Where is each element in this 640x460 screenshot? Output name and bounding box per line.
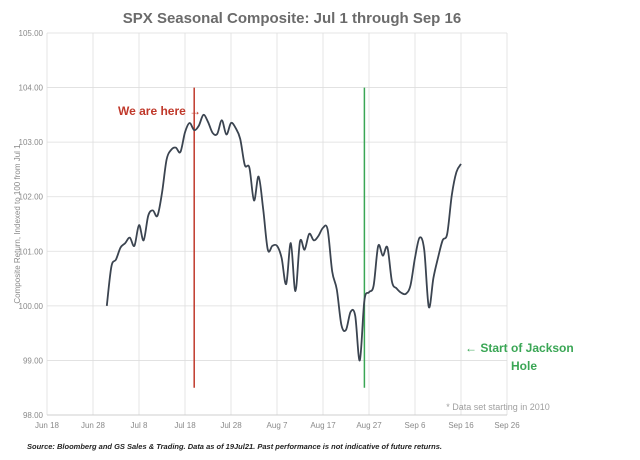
x-tick-label: Aug 7 (267, 421, 288, 430)
x-tick-label: Aug 27 (356, 421, 382, 430)
x-tick-label: Sep 16 (448, 421, 474, 430)
event-markers (193, 87, 366, 388)
x-tick-label: Jul 18 (174, 421, 196, 430)
x-tick-label: Jul 8 (131, 421, 148, 430)
y-tick-label: 103.00 (19, 138, 44, 147)
y-tick-label: 105.00 (19, 29, 44, 38)
we-are-here-annotation: We are here → (118, 104, 201, 118)
x-tick-label: Sep 6 (405, 421, 426, 430)
x-tick-label: Sep 26 (494, 421, 520, 430)
jackson-hole-annotation-line2: Hole (511, 359, 537, 373)
y-axis-ticks: 98.00 99.00 100.00 101.00 102.00 103.00 104.00… (19, 29, 44, 420)
grid-lines (46, 32, 508, 416)
x-axis-ticks: Jun 18 Jun 28 Jul 8 Jul 18 Jul 28 Aug 7 Aug 17… (35, 421, 520, 430)
chart-title: SPX Seasonal Composite: Jul 1 through Se… (123, 10, 461, 27)
series-line (105, 113, 462, 362)
x-tick-label: Jun 18 (35, 421, 60, 430)
y-tick-label: 99.00 (23, 356, 44, 365)
y-axis-label: Composite Return, Indexed to 100 from Ju… (13, 144, 22, 304)
y-tick-label: 104.00 (19, 84, 44, 93)
y-tick-label: 100.00 (19, 302, 44, 311)
x-tick-label: Jul 28 (220, 421, 242, 430)
y-tick-label: 98.00 (23, 411, 44, 420)
data-note: * Data set starting in 2010 (446, 402, 550, 412)
jackson-hole-annotation-line1: ← Start of Jackson (465, 341, 574, 355)
x-tick-label: Jun 28 (81, 421, 106, 430)
y-tick-label: 102.00 (19, 193, 44, 202)
x-tick-label: Aug 17 (310, 421, 336, 430)
source-footer: Source: Bloomberg and GS Sales & Trading… (27, 442, 442, 451)
y-tick-label: 101.00 (19, 247, 44, 256)
